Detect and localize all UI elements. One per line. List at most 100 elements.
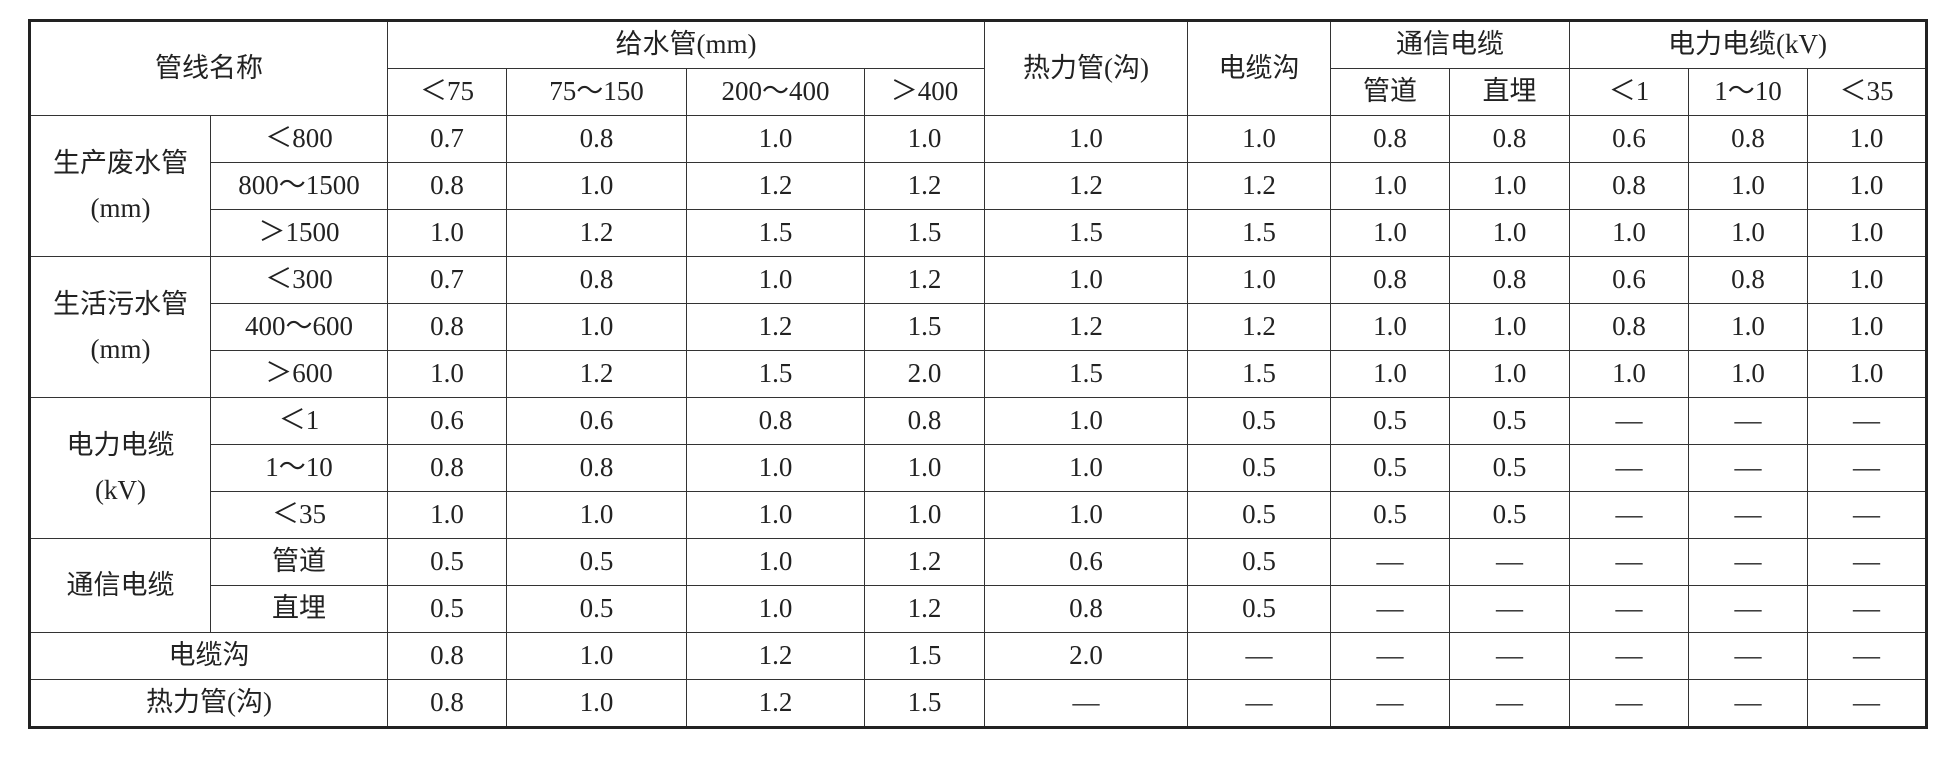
table-row: ＞1500 1.0 1.2 1.5 1.5 1.5 1.5 1.0 1.0 1.0 1.0 1.0 <box>30 209 1928 257</box>
value-cell: 1.0 <box>1449 209 1570 257</box>
value-cell: 0.8 <box>387 303 507 351</box>
value-cell: — <box>1806 538 1928 586</box>
value-cell: 1.0 <box>506 679 687 728</box>
group-label: 生产废水管 (mm) <box>29 115 211 257</box>
value-cell: 1.0 <box>1688 303 1808 351</box>
value-cell: — <box>984 679 1188 728</box>
group-label: 生活污水管 (mm) <box>29 256 211 398</box>
header-cell: 200～400 <box>686 68 865 116</box>
value-cell: 1.2 <box>686 679 865 728</box>
value-cell: 0.8 <box>387 162 507 210</box>
sub-label: 直埋 <box>210 585 388 633</box>
value-cell: — <box>1569 632 1689 680</box>
value-cell: 1.0 <box>387 491 507 539</box>
value-cell: 1.2 <box>506 350 687 398</box>
table-row: 热力管(沟) 0.8 1.0 1.2 1.5— — — — — — — <box>29 679 1928 728</box>
value-cell: 1.0 <box>686 491 865 539</box>
value-cell: 1.5 <box>864 209 985 257</box>
sub-label: ＜800 <box>210 115 388 163</box>
value-cell: — <box>1569 444 1689 492</box>
table-row: ＞600 1.0 1.2 1.5 2.0 1.5 1.5 1.0 1.0 1.0 1.0 1.0 <box>30 350 1928 398</box>
value-cell: — <box>1806 397 1928 445</box>
value-cell: 1.0 <box>1187 115 1331 163</box>
value-cell: — <box>1330 538 1450 586</box>
value-cell: 1.2 <box>864 162 985 210</box>
value-cell: 0.8 <box>506 115 687 163</box>
sub-label: 1～10 <box>210 444 388 492</box>
value-cell: — <box>1330 632 1450 680</box>
value-cell: 0.5 <box>1330 397 1450 445</box>
value-cell: 0.5 <box>1449 444 1570 492</box>
value-cell: 0.5 <box>1187 444 1331 492</box>
sub-label: ＞1500 <box>210 209 388 257</box>
value-cell: 0.5 <box>387 585 507 633</box>
value-cell: 2.0 <box>984 632 1188 680</box>
value-cell: 0.6 <box>1569 256 1689 304</box>
value-cell: 1.2 <box>984 162 1188 210</box>
value-cell: 1.2 <box>686 632 865 680</box>
value-cell: — <box>1806 444 1928 492</box>
value-cell: 0.5 <box>1449 491 1570 539</box>
header-cell: 75～150 <box>506 68 687 116</box>
label-line: 生产废水管 <box>53 148 188 179</box>
value-cell: — <box>1569 491 1689 539</box>
value-cell: 1.0 <box>1806 209 1928 257</box>
value-cell: — <box>1806 679 1928 728</box>
value-cell: 0.8 <box>864 397 985 445</box>
table-row: 电力电缆 (kV) ＜1 0.6 0.6 0.8 0.8 1.0 0.5 0.5 0.5— — — <box>29 397 1928 539</box>
label-line: 通信电缆 <box>66 570 175 601</box>
sub-label: ＞600 <box>210 350 388 398</box>
value-cell: 1.0 <box>1330 303 1450 351</box>
header-cell: 管线名称 <box>29 20 388 116</box>
value-cell: 0.7 <box>387 115 507 163</box>
value-cell: 0.5 <box>1187 585 1331 633</box>
value-cell: 1.0 <box>1806 303 1928 351</box>
value-cell: 0.5 <box>1449 397 1570 445</box>
label-line: 生活污水管 <box>53 289 188 320</box>
value-cell: 1.0 <box>686 115 865 163</box>
value-cell: 1.0 <box>1569 350 1689 398</box>
header-cell: 电力电缆(kV) <box>1568 20 1928 69</box>
value-cell: 0.8 <box>1330 115 1450 163</box>
value-cell: — <box>1688 632 1808 680</box>
table-row: 生产废水管 (mm) ＜800 0.7 0.8 1.0 1.0 1.0 1.0 0.8 0.8 0.6… <box>29 115 1928 257</box>
value-cell: 1.0 <box>1806 350 1928 398</box>
value-cell: 1.2 <box>686 162 865 210</box>
value-cell: 1.2 <box>686 303 865 351</box>
value-cell: 1.0 <box>506 491 687 539</box>
table-row: 400～600 0.8 1.0 1.2 1.5 1.2 1.2 1.0 1.0 0.8 1.0 1.0 <box>30 303 1928 351</box>
value-cell: — <box>1569 397 1689 445</box>
value-cell: 0.8 <box>387 679 507 728</box>
value-cell: — <box>1187 679 1331 728</box>
header-cell: 直埋 <box>1449 68 1570 116</box>
value-cell: 0.8 <box>506 256 687 304</box>
label-line: (mm) <box>90 334 151 364</box>
value-cell: — <box>1806 491 1928 539</box>
header-cell: 给水管(mm) <box>387 20 985 69</box>
value-cell: 1.5 <box>1187 350 1331 398</box>
value-cell: — <box>1330 679 1450 728</box>
value-cell: 1.0 <box>387 350 507 398</box>
value-cell: 1.2 <box>1187 162 1331 210</box>
value-cell: 1.0 <box>387 209 507 257</box>
value-cell: 0.6 <box>984 538 1188 586</box>
value-cell: 0.8 <box>387 632 507 680</box>
table-row: 1～10 0.8 0.8 1.0 1.0 1.0 0.5 0.5 0.5— — — <box>30 444 1928 492</box>
value-cell: — <box>1688 538 1808 586</box>
value-cell: 0.8 <box>387 444 507 492</box>
value-cell: 1.2 <box>1187 303 1331 351</box>
sub-label: ＜35 <box>210 491 388 539</box>
row-label: 热力管(沟) <box>29 679 388 728</box>
value-cell: — <box>1569 679 1689 728</box>
value-cell: — <box>1569 585 1689 633</box>
header-cell: 1～10 <box>1688 68 1808 116</box>
value-cell: 1.0 <box>506 303 687 351</box>
value-cell: 1.5 <box>984 209 1188 257</box>
value-cell: — <box>1569 538 1689 586</box>
header-cell: ＜35 <box>1806 68 1928 116</box>
value-cell: 1.0 <box>1330 209 1450 257</box>
value-cell: 1.0 <box>864 491 985 539</box>
value-cell: 0.8 <box>1449 256 1570 304</box>
value-cell: 0.8 <box>686 397 865 445</box>
value-cell: 0.8 <box>1449 115 1570 163</box>
